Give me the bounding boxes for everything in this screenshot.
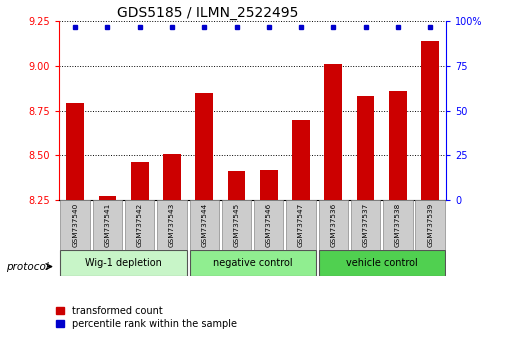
Text: GSM737537: GSM737537 (363, 202, 369, 247)
Bar (125, 200, 154, 250)
Text: GSM737545: GSM737545 (233, 202, 240, 247)
Bar (357, 96, 374, 200)
Text: GSM737546: GSM737546 (266, 202, 272, 247)
Text: GSM737544: GSM737544 (201, 202, 207, 247)
Bar (319, 200, 348, 250)
Bar (157, 200, 187, 250)
Text: GSM737538: GSM737538 (395, 202, 401, 247)
Bar (389, 91, 407, 200)
Bar (189, 200, 219, 250)
Bar (416, 200, 445, 250)
Text: GDS5185 / ILMN_2522495: GDS5185 / ILMN_2522495 (117, 6, 299, 20)
Legend: transformed count, percentile rank within the sample: transformed count, percentile rank withi… (56, 306, 236, 329)
Text: GSM737547: GSM737547 (298, 202, 304, 247)
Text: GSM737536: GSM737536 (330, 202, 337, 247)
Bar (254, 200, 284, 250)
Bar (61, 200, 90, 250)
Bar (324, 64, 342, 200)
Bar (222, 200, 251, 250)
Bar (195, 93, 213, 200)
Bar (260, 170, 278, 200)
Bar (163, 154, 181, 200)
Bar (228, 171, 245, 200)
Text: GSM737542: GSM737542 (136, 202, 143, 247)
Bar (351, 200, 380, 250)
Bar (98, 196, 116, 200)
Bar (189, 250, 316, 276)
Bar (383, 200, 412, 250)
Bar (66, 103, 84, 200)
Bar (61, 250, 187, 276)
Bar (131, 162, 149, 200)
Text: negative control: negative control (213, 258, 292, 268)
Bar (292, 120, 310, 200)
Text: Wig-1 depletion: Wig-1 depletion (85, 258, 162, 268)
Text: GSM737541: GSM737541 (105, 202, 110, 247)
Text: protocol: protocol (6, 262, 49, 272)
Text: vehicle control: vehicle control (346, 258, 418, 268)
Bar (93, 200, 122, 250)
Bar (319, 250, 445, 276)
Text: GSM737539: GSM737539 (427, 202, 433, 247)
Bar (421, 41, 439, 200)
Text: GSM737540: GSM737540 (72, 202, 78, 247)
Text: GSM737543: GSM737543 (169, 202, 175, 247)
Bar (286, 200, 316, 250)
